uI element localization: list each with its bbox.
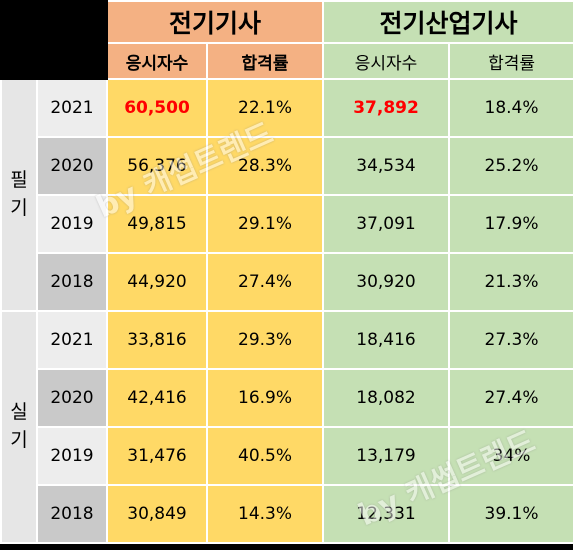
year-cell: 2021 (36, 78, 108, 138)
g2-pass-rate-cell: 21.3% (448, 252, 573, 312)
table-row: 2020 42,416 16.9% 18,082 27.4% (1, 368, 573, 428)
g2-pass-rate-cell: 25.2% (448, 136, 573, 196)
category-practical: 실기 (0, 310, 38, 544)
g2-pass-rate-cell: 39.1% (448, 484, 573, 544)
g1-applicants-cell: 56,376 (106, 136, 208, 196)
g2-applicants-cell: 37,892 (322, 78, 451, 138)
g1-pass-rate-cell: 14.3% (205, 484, 325, 544)
g2-applicants-cell: 18,416 (322, 310, 451, 370)
column-header-row: 응시자수 합격률 응시자수 합격률 (1, 42, 573, 80)
table-row: 2019 49,815 29.1% 37,091 17.9% (1, 194, 573, 254)
g2-pass-rate-cell: 27.3% (448, 310, 573, 370)
g1-applicants-cell: 42,416 (106, 368, 208, 428)
g2-applicants-cell: 12,331 (322, 484, 451, 544)
table-row: 2018 30,849 14.3% 12,331 39.1% (1, 484, 573, 544)
g2-applicants-cell: 13,179 (322, 426, 451, 486)
year-cell: 2019 (36, 426, 108, 486)
category-label: 필기 (10, 169, 28, 219)
year-cell: 2020 (36, 136, 108, 196)
g2-pass-rate-cell: 27.4% (448, 368, 573, 428)
g2-applicants-cell: 34,534 (322, 136, 451, 196)
g2-pass-rate-cell: 34% (448, 426, 573, 486)
g2-applicants-cell: 37,091 (322, 194, 451, 254)
corner-cell (0, 0, 108, 80)
group-title-electrical-industrial-engineer: 전기산업기사 (322, 0, 573, 44)
col-header-g1-pass-rate: 합격률 (205, 42, 325, 80)
g1-pass-rate-cell: 40.5% (205, 426, 325, 486)
g1-applicants-cell: 49,815 (106, 194, 208, 254)
category-written: 필기 (0, 78, 38, 312)
g1-pass-rate-cell: 29.3% (205, 310, 325, 370)
year-cell: 2021 (36, 310, 108, 370)
g1-applicants-cell: 31,476 (106, 426, 208, 486)
g1-applicants-cell: 33,816 (106, 310, 208, 370)
g2-pass-rate-cell: 17.9% (448, 194, 573, 254)
col-header-g2-applicants: 응시자수 (322, 42, 451, 80)
g1-pass-rate-cell: 29.1% (205, 194, 325, 254)
g1-applicants-cell: 30,849 (106, 484, 208, 544)
table-row: 2020 56,376 28.3% 34,534 25.2% (1, 136, 573, 196)
table-row: 실기 2021 33,816 29.3% 18,416 27.3% (0, 310, 573, 544)
g2-applicants-cell: 30,920 (322, 252, 451, 312)
col-header-g1-applicants: 응시자수 (106, 42, 208, 80)
g1-pass-rate-cell: 22.1% (205, 78, 325, 138)
group-title-electrical-engineer: 전기기사 (105, 0, 325, 44)
col-header-g2-pass-rate: 합격률 (448, 42, 573, 80)
g1-pass-rate-cell: 27.4% (205, 252, 325, 312)
g2-applicants-cell: 18,082 (322, 368, 451, 428)
category-label: 실기 (10, 401, 28, 451)
year-cell: 2018 (36, 484, 108, 544)
year-cell: 2020 (36, 368, 108, 428)
g1-applicants-cell: 60,500 (106, 78, 208, 138)
table-row: 필기 2021 60,500 22.1% 37,892 18.4% (0, 78, 573, 312)
table-row: 2019 31,476 40.5% 13,179 34% (1, 426, 573, 486)
year-cell: 2019 (36, 194, 108, 254)
table-row: 2018 44,920 27.4% 30,920 21.3% (1, 252, 573, 312)
g1-pass-rate-cell: 28.3% (205, 136, 325, 196)
year-cell: 2018 (36, 252, 108, 312)
group-header-row: 전기기사 전기산업기사 (0, 0, 573, 80)
g2-pass-rate-cell: 18.4% (448, 78, 573, 138)
g1-applicants-cell: 44,920 (106, 252, 208, 312)
g1-pass-rate-cell: 16.9% (205, 368, 325, 428)
